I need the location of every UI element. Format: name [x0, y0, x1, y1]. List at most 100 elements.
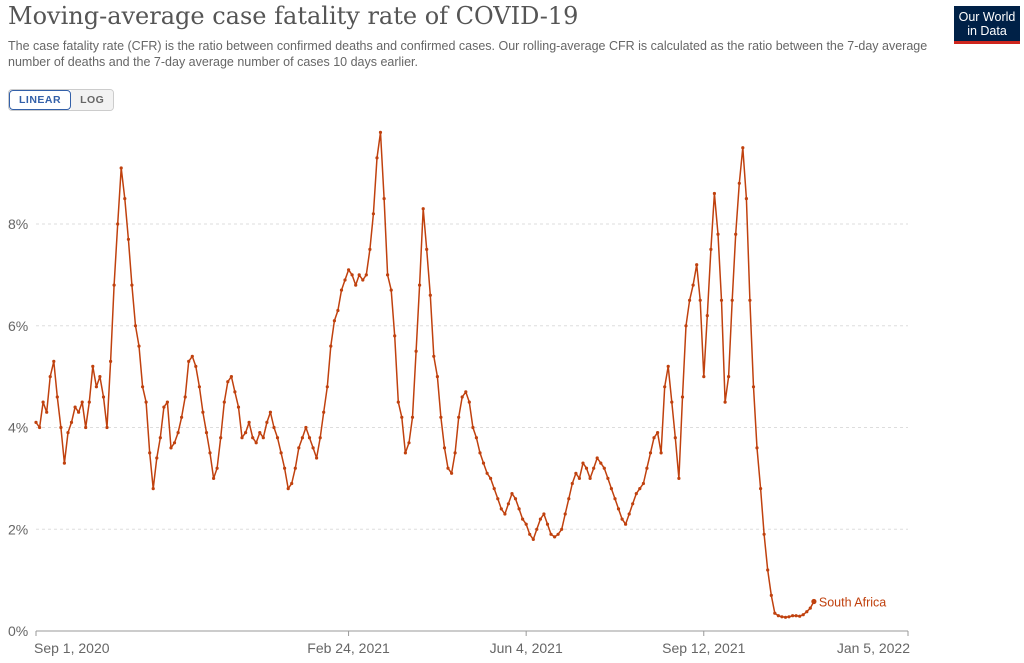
x-tick-label: Sep 12, 2021	[662, 640, 746, 656]
data-point	[499, 507, 503, 511]
data-point	[215, 466, 219, 470]
data-point	[318, 436, 322, 440]
data-point	[268, 410, 272, 414]
data-point	[148, 451, 152, 455]
data-point	[570, 481, 574, 486]
series-line-south-africa	[35, 131, 815, 619]
data-point	[542, 512, 546, 516]
data-point	[435, 375, 439, 379]
data-point	[652, 436, 656, 440]
data-point	[616, 507, 621, 511]
data-point	[442, 446, 447, 450]
data-point	[712, 191, 717, 196]
data-point	[553, 535, 557, 539]
data-point	[709, 247, 713, 251]
data-point	[229, 375, 233, 379]
data-point	[34, 420, 38, 424]
data-point	[293, 466, 297, 470]
data-point	[684, 324, 688, 328]
data-point	[794, 614, 798, 618]
data-point	[396, 400, 400, 404]
data-point	[77, 410, 81, 414]
owid-logo[interactable]: Our World in Data	[954, 6, 1020, 44]
data-point	[496, 497, 500, 501]
data-point	[563, 512, 567, 516]
data-point	[116, 222, 120, 226]
data-point	[176, 431, 180, 435]
data-point	[489, 476, 493, 480]
data-point	[311, 446, 315, 450]
data-point	[545, 522, 550, 526]
data-point	[80, 400, 84, 404]
y-tick-label: 6%	[8, 318, 28, 334]
data-point	[492, 487, 496, 491]
data-point	[773, 611, 777, 615]
data-point	[748, 298, 752, 302]
linear-scale-button[interactable]: LINEAR	[9, 90, 72, 110]
data-point	[624, 522, 628, 526]
data-point	[421, 207, 425, 211]
x-tick-label: Jan 5, 2022	[837, 640, 910, 656]
data-point	[286, 487, 290, 491]
data-point	[698, 298, 702, 302]
data-point	[290, 481, 294, 486]
data-point	[197, 385, 201, 389]
data-point	[233, 390, 237, 394]
data-point	[307, 436, 312, 440]
data-point	[759, 487, 763, 491]
data-point	[403, 451, 407, 455]
data-point	[414, 349, 418, 353]
data-point	[531, 537, 535, 542]
data-point	[677, 476, 681, 480]
data-point	[339, 288, 344, 292]
data-point	[73, 405, 77, 409]
data-point	[354, 283, 358, 287]
data-point	[41, 400, 45, 404]
data-point	[791, 614, 795, 618]
data-point	[386, 273, 390, 277]
data-point	[716, 232, 720, 236]
data-point	[744, 197, 749, 201]
data-point	[208, 451, 212, 455]
log-scale-button[interactable]: LOG	[71, 90, 114, 110]
data-point	[805, 610, 809, 614]
data-point	[556, 532, 560, 536]
data-point	[368, 247, 372, 251]
data-point	[673, 436, 677, 440]
data-point	[460, 395, 464, 399]
data-point	[432, 354, 436, 358]
data-point	[84, 425, 88, 430]
data-point	[300, 436, 304, 440]
data-point	[247, 420, 251, 424]
data-point	[645, 466, 649, 470]
data-point	[382, 197, 386, 201]
data-point	[343, 278, 347, 282]
data-point	[361, 278, 365, 282]
x-tick-label: Jun 4, 2021	[490, 640, 563, 656]
data-point	[389, 288, 393, 292]
data-point	[425, 247, 429, 251]
data-point	[137, 344, 141, 348]
data-point	[663, 385, 667, 389]
data-point	[762, 532, 766, 536]
data-point	[187, 359, 191, 363]
data-point	[347, 268, 351, 272]
data-point	[513, 497, 518, 501]
data-point	[453, 451, 457, 455]
data-point	[94, 385, 98, 389]
data-point	[766, 568, 770, 572]
data-point	[631, 502, 635, 506]
chart-subtitle: The case fatality rate (CFR) is the rati…	[8, 39, 928, 69]
data-point	[378, 130, 383, 134]
data-point	[172, 441, 177, 445]
data-point	[101, 395, 106, 399]
data-point	[69, 420, 74, 424]
data-point	[734, 232, 738, 236]
data-point	[521, 517, 525, 521]
data-point	[165, 400, 169, 404]
data-point	[691, 283, 695, 287]
data-point	[105, 425, 109, 430]
series-end-marker	[811, 598, 817, 605]
chart-title: Moving-average case fatality rate of COV…	[8, 2, 579, 30]
logo-line-1: Our World	[958, 10, 1016, 24]
